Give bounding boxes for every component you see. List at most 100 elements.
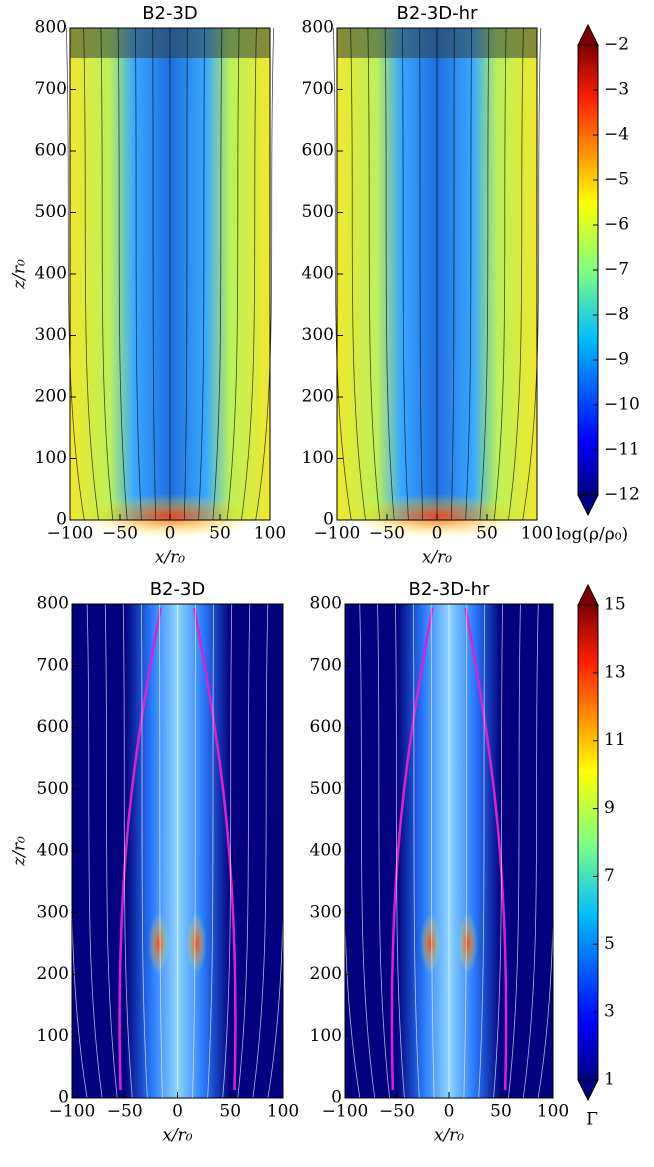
streamline [479, 27, 490, 521]
streamline [104, 603, 118, 1099]
y-tick-label: 700 [37, 655, 69, 675]
colorbar-max-tip [577, 583, 599, 606]
streamline [237, 603, 251, 1099]
streamline [255, 27, 275, 521]
streamline [122, 603, 133, 1099]
streamline [463, 603, 468, 1099]
colorbar-tick-label: 7 [604, 866, 615, 886]
streamline [86, 603, 103, 1099]
y-tick-label: 200 [302, 387, 334, 407]
colorbar-min-tip [577, 494, 599, 517]
colorbar-max-tip [577, 23, 599, 46]
x-axis-label: x/r₀ [162, 1126, 192, 1146]
y-tick-label: 500 [35, 202, 67, 222]
y-tick-label: 500 [302, 202, 334, 222]
y-axis-label: z/r₀ [10, 836, 30, 867]
streamline [252, 603, 269, 1099]
streamline [152, 27, 157, 521]
y-tick-label: 0 [56, 510, 67, 530]
x-tick-label: 0 [172, 1102, 183, 1122]
y-tick-label: 800 [302, 18, 334, 38]
x-tick-label: 50 [476, 524, 498, 544]
streamline [537, 603, 557, 1099]
streamline [377, 603, 390, 1099]
y-tick-label: 500 [37, 779, 69, 799]
colorbar-tick-label: −10 [604, 395, 640, 415]
colorbar-tick-label: 11 [604, 730, 626, 750]
y-tick-label: 300 [302, 325, 334, 345]
streamline [402, 27, 409, 521]
x-tick-label: 50 [219, 1102, 241, 1122]
streamline [508, 27, 524, 521]
streamline [395, 603, 405, 1099]
x-tick-label: 0 [432, 524, 443, 544]
y-tick-label: 600 [302, 141, 334, 161]
y-tick-label: 100 [37, 1026, 69, 1046]
colorbar-label: log(ρ/ρ₀) [556, 525, 628, 545]
x-tick-label: 100 [267, 1102, 299, 1122]
colorbar-tick-label: −5 [604, 170, 629, 190]
streamline [140, 603, 148, 1099]
y-tick-label: 300 [35, 325, 67, 345]
hot-spot [457, 913, 478, 974]
streamline [135, 27, 142, 521]
colorbar-tick-label: −4 [604, 125, 629, 145]
y-tick-label: 100 [35, 448, 67, 468]
streamline [212, 27, 223, 521]
x-tick-label: 0 [444, 1102, 455, 1122]
colorbar-tick-label: 9 [604, 798, 615, 818]
streamline [198, 27, 205, 521]
streamline [183, 27, 188, 521]
streamline [222, 603, 233, 1099]
streamline [419, 27, 424, 521]
y-tick-label: 800 [37, 594, 69, 614]
streamline [68, 603, 88, 1099]
hot-spot [148, 913, 169, 974]
x-tick-label: 100 [254, 524, 286, 544]
colorbar-tick-label: 3 [604, 1002, 615, 1022]
colorbar-tick-label: −11 [604, 440, 640, 460]
streamline [83, 27, 99, 521]
streamline [465, 27, 472, 521]
streamline [341, 603, 361, 1099]
y-tick-label: 600 [37, 717, 69, 737]
x-tick-label: 0 [165, 524, 176, 544]
streamline [450, 27, 455, 521]
x-tick-label: 50 [209, 524, 231, 544]
x-tick-label: −50 [369, 524, 405, 544]
y-tick-label: 300 [310, 902, 342, 922]
y-tick-label: 200 [37, 964, 69, 984]
y-tick-label: 700 [35, 79, 67, 99]
colorbar-tick-label: −6 [604, 215, 629, 235]
x-axis-label: x/r₀ [422, 548, 452, 568]
y-tick-label: 0 [58, 1088, 69, 1108]
streamline [65, 27, 85, 521]
streamline [508, 603, 521, 1099]
x-tick-label: −50 [102, 524, 138, 544]
colorbar-tick-label: −7 [604, 260, 629, 280]
x-tick-label: 100 [521, 524, 553, 544]
y-tick-label: 100 [310, 1026, 342, 1046]
colorbar-min-tip [577, 1079, 599, 1102]
x-tick-label: −100 [49, 1102, 96, 1122]
colorbar [577, 604, 599, 1081]
streamline [117, 27, 128, 521]
y-tick-label: 400 [35, 264, 67, 284]
colorbar-tick-label: −2 [604, 35, 629, 55]
streamline [267, 603, 287, 1099]
x-tick-label: −100 [314, 524, 361, 544]
streamline [241, 27, 257, 521]
x-tick-label: −100 [322, 1102, 369, 1122]
streamline [522, 603, 539, 1099]
colorbar-label: Γ [586, 1110, 598, 1130]
colorbar-tick-label: −9 [604, 350, 629, 370]
y-tick-label: 500 [310, 779, 342, 799]
colorbar-tick-label: 13 [604, 662, 626, 682]
x-tick-label: −50 [379, 1102, 415, 1122]
streamline [478, 603, 486, 1099]
colorbar-tick-label: −8 [604, 305, 629, 325]
y-tick-label: 400 [310, 841, 342, 861]
streamline [412, 603, 420, 1099]
streamline [350, 27, 366, 521]
